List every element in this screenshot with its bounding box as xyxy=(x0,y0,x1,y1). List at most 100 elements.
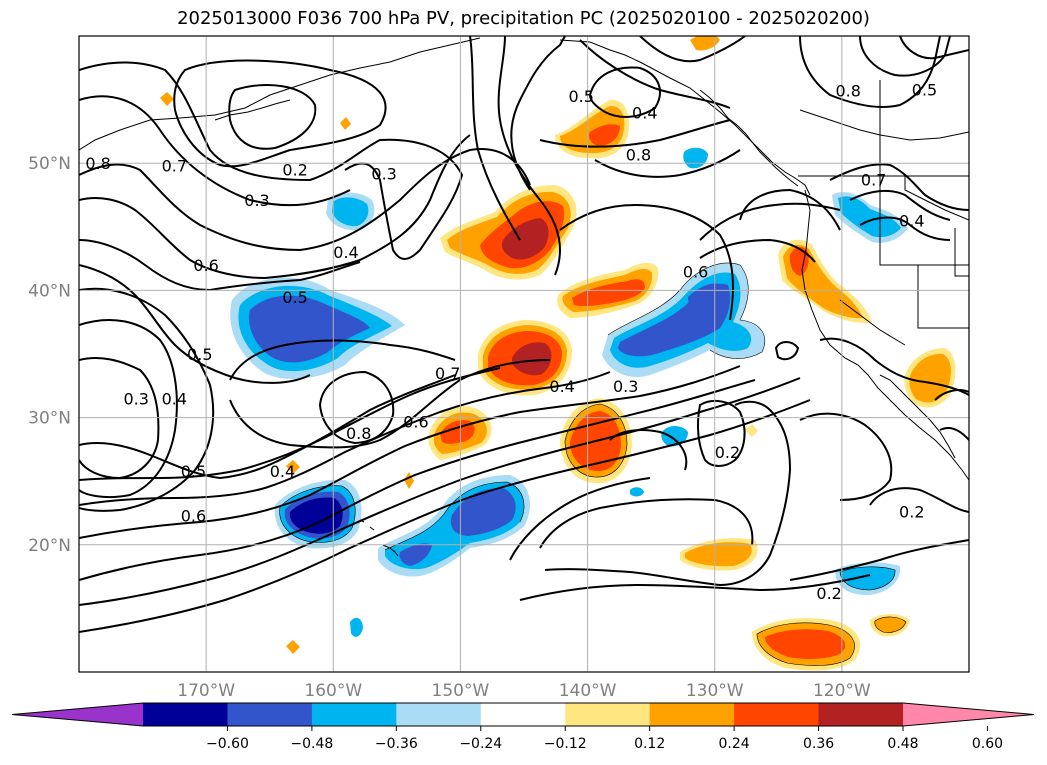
precip-outline xyxy=(874,616,907,633)
pv-contour xyxy=(509,477,651,561)
precip-area xyxy=(874,616,906,633)
state-border xyxy=(954,228,969,277)
gulf-alaska-coast xyxy=(559,39,811,196)
state-border xyxy=(904,176,969,221)
pv-contour xyxy=(639,36,746,63)
map-title: 2025013000 F036 700 hPa PV, precipitatio… xyxy=(177,8,870,29)
precip-area xyxy=(909,353,951,403)
precip-area xyxy=(789,246,809,276)
pv-contour xyxy=(774,341,800,361)
pv-contour xyxy=(899,36,969,60)
contour-label: 0.8 xyxy=(835,82,860,101)
contour-label: 0.4 xyxy=(270,462,295,481)
latitude-labels: 20°N 30°N 40°N 50°N xyxy=(28,154,71,556)
pv-contour xyxy=(594,149,741,178)
colorbar-tick-label: −0.36 xyxy=(375,736,418,752)
colorbar-segment xyxy=(480,703,566,726)
contour-label: 0.2 xyxy=(715,443,740,462)
pv-contour xyxy=(79,148,531,252)
contour-label: 0.2 xyxy=(816,584,841,603)
contour-label: 0.4 xyxy=(549,377,574,396)
pv-contour xyxy=(934,389,969,401)
colorbar-extend-high xyxy=(903,703,1034,726)
precip-negative-areas xyxy=(230,147,908,637)
pv-contour-labels: 0.2 0.3 0.3 0.8 0.7 0.4 0.6 0.5 0.5 0.4 0.3 0.7 0.8 0… xyxy=(85,80,937,603)
precip-area xyxy=(286,460,300,474)
pv-contour xyxy=(79,399,811,633)
latitude-label: 50°N xyxy=(28,154,71,174)
pv-contour xyxy=(859,36,951,77)
contour-label: 0.3 xyxy=(613,377,638,396)
colorbar-tick-label: −0.48 xyxy=(290,736,333,752)
pv-contour xyxy=(819,337,969,396)
colorbar-segment xyxy=(818,703,904,726)
precip-area xyxy=(840,566,896,590)
precip-outline xyxy=(279,485,356,543)
pv-contour xyxy=(559,203,734,321)
contour-label: 0.4 xyxy=(333,243,358,262)
pv-contour xyxy=(609,429,688,471)
precip-area xyxy=(838,196,901,238)
colorbar-segment xyxy=(311,703,397,726)
pv-contour xyxy=(469,36,521,241)
colorbar-tick-label: 0.12 xyxy=(634,736,665,752)
pv-contour xyxy=(79,264,311,384)
precip-area xyxy=(630,487,644,497)
pv-contour xyxy=(799,36,941,108)
pv-contour xyxy=(228,84,317,150)
pv-contour xyxy=(79,365,741,539)
colorbar-segment xyxy=(396,703,482,726)
contour-label: 0.6 xyxy=(683,262,708,281)
colorbar-tick-label: −0.12 xyxy=(544,736,587,752)
colorbar-tick-label: −0.60 xyxy=(206,736,249,752)
contour-label: 0.5 xyxy=(187,345,212,364)
precip-area xyxy=(350,617,363,637)
precip-area xyxy=(661,426,688,447)
colorbar-tick-label: 0.36 xyxy=(803,736,834,752)
pv-contour xyxy=(699,238,816,263)
colorbar-tick-label: −0.24 xyxy=(459,736,502,752)
colorbar-segment xyxy=(565,703,651,726)
contour-label: 0.7 xyxy=(162,157,187,176)
alaska-peninsula xyxy=(214,99,291,121)
contour-label: 0.2 xyxy=(282,161,307,180)
precip-area xyxy=(685,542,752,567)
precip-area xyxy=(332,197,369,227)
colorbar-segment xyxy=(649,703,735,726)
pv-contour xyxy=(79,367,501,481)
precip-area xyxy=(688,283,725,317)
pv-contour xyxy=(79,319,178,499)
contour-label: 0.3 xyxy=(123,390,148,409)
longitude-label: 120°W xyxy=(813,681,871,701)
latitude-label: 30°N xyxy=(28,409,71,429)
pv-contour xyxy=(539,498,754,549)
contour-label: 0.8 xyxy=(85,154,110,173)
precip-area xyxy=(340,117,351,130)
pv-contour xyxy=(699,202,841,241)
pv-contour xyxy=(79,134,471,280)
contour-label: 0.6 xyxy=(181,507,206,526)
colorbar-extend-low xyxy=(12,703,143,726)
contour-label: 0.5 xyxy=(912,80,937,99)
precip-area xyxy=(765,629,846,659)
state-border xyxy=(879,176,969,266)
pv-contour xyxy=(799,412,893,501)
colorbar-tick-label: 0.48 xyxy=(887,736,918,752)
pv-contour xyxy=(588,66,661,118)
precip-area xyxy=(572,279,645,307)
longitude-labels: 170°W 160°W 150°W 140°W 130°W 120°W xyxy=(177,681,871,701)
pv-contour xyxy=(739,188,841,231)
contour-label: 0.8 xyxy=(346,424,371,443)
contour-label: 0.4 xyxy=(632,103,657,122)
longitude-label: 160°W xyxy=(304,681,362,701)
precip-outline xyxy=(839,566,896,591)
colorbar-segment xyxy=(143,703,228,726)
pv-contour xyxy=(229,339,456,381)
precip-area xyxy=(690,36,720,51)
pv-contour xyxy=(79,379,756,581)
contour-label: 0.4 xyxy=(162,390,187,409)
canada-border xyxy=(799,109,969,141)
latitude-label: 20°N xyxy=(28,536,71,556)
state-border xyxy=(917,265,969,329)
